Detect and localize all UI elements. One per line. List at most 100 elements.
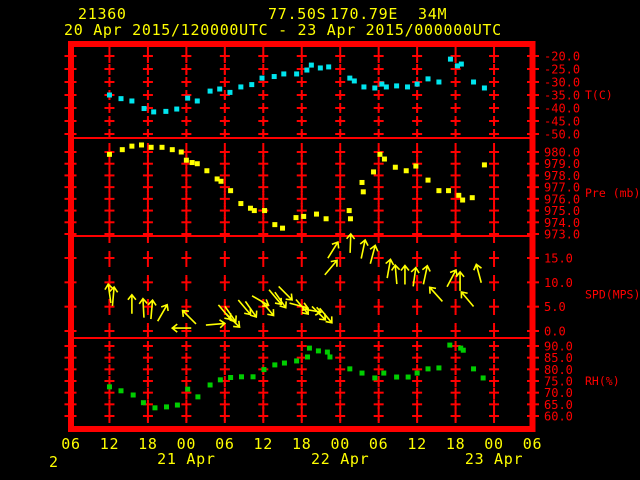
temperature-point — [185, 95, 191, 101]
relative_humidity-point — [480, 375, 486, 381]
panel-title: SPD(MPS) — [585, 288, 640, 302]
pressure-point — [469, 195, 475, 201]
wind-arrow — [311, 305, 327, 321]
wind-arrow — [260, 300, 275, 317]
temperature-point — [106, 92, 112, 98]
wind-arrow-glyph — [127, 293, 137, 314]
relative_humidity-point — [207, 382, 213, 388]
wind-arrow — [400, 264, 410, 285]
pressure-point — [119, 147, 125, 153]
pressure-point — [129, 143, 135, 149]
wind-arrow-glyph — [224, 305, 237, 323]
temperature-point — [304, 67, 310, 73]
relative_humidity-point — [130, 392, 136, 398]
relative_humidity-point — [347, 366, 353, 372]
wind-arrow — [410, 266, 420, 287]
relative_humidity-point — [261, 367, 267, 373]
wind-arrow-glyph — [455, 270, 465, 291]
relative_humidity-point — [460, 347, 466, 353]
wind-arrow — [359, 238, 369, 259]
relative_humidity-point — [324, 349, 330, 355]
ytick-label: 974.0 — [544, 216, 580, 230]
wind-arrow — [170, 323, 192, 333]
wind-arrow-glyph — [327, 241, 340, 259]
pressure-point — [456, 192, 462, 198]
pressure-point — [169, 147, 175, 153]
wind-arrow-glyph — [109, 285, 119, 306]
temperature-point — [271, 74, 277, 80]
temperature-point — [281, 71, 287, 77]
relative_humidity-point — [106, 384, 112, 390]
temperature-point — [118, 96, 124, 102]
temperature-series — [106, 56, 487, 115]
wind-arrow-glyph — [205, 319, 227, 329]
temperature-point — [471, 79, 477, 85]
wind-arrow — [455, 270, 465, 291]
pressure-series — [106, 142, 487, 231]
ytick-label: 979.0 — [544, 157, 580, 171]
temperature-point — [351, 78, 357, 84]
ytick-label: 10.0 — [544, 276, 573, 290]
temperature-point — [347, 75, 353, 81]
temperature-point — [238, 84, 244, 90]
relative_humidity-point — [305, 354, 311, 360]
temperature-point — [481, 85, 487, 91]
temperature-point — [259, 75, 265, 81]
wind-arrow — [251, 295, 270, 308]
wind-arrow-glyph — [170, 323, 192, 333]
temperature-point — [458, 61, 464, 67]
wind-arrow — [127, 293, 137, 314]
xtick-label: 06 — [523, 435, 542, 453]
pressure-point — [301, 213, 307, 219]
wind-arrow — [244, 300, 258, 319]
pressure-point — [247, 205, 253, 211]
temperature-point — [414, 81, 420, 87]
wind-arrow-glyph — [345, 232, 356, 253]
wind-arrow — [205, 319, 227, 329]
relative_humidity-point — [306, 345, 312, 351]
temperature-point — [372, 85, 378, 91]
ytick-label: 85.0 — [544, 351, 573, 365]
plot-border — [68, 41, 536, 432]
pressure-point — [436, 188, 442, 194]
pressure-point — [346, 208, 352, 214]
ytick-label: -35.0 — [544, 89, 580, 103]
relative_humidity-point — [250, 374, 256, 380]
relative_humidity-point — [217, 377, 223, 383]
date-label: 21 Apr — [157, 450, 215, 468]
pressure-point — [194, 161, 200, 167]
wind-arrow — [181, 309, 197, 325]
wind-arrow-glyph — [225, 313, 241, 329]
wind-arrow-glyph — [138, 297, 148, 318]
pressure-point — [204, 168, 210, 174]
wind-arrow-glyph — [428, 286, 443, 302]
temperature-point — [207, 88, 213, 94]
wind-arrow — [156, 303, 169, 322]
ytick-label: 80.0 — [544, 363, 573, 377]
pressure-point — [323, 216, 329, 222]
wind-arrow — [428, 286, 443, 302]
ytick-label: 975.0 — [544, 204, 580, 218]
relative_humidity-point — [164, 404, 170, 410]
pressure-point — [106, 151, 112, 157]
wind-arrow-glyph — [147, 298, 157, 320]
pressure-point — [178, 149, 184, 155]
relative_humidity-point — [471, 366, 477, 372]
ytick-label: 90.0 — [544, 340, 573, 354]
temperature-point — [394, 83, 400, 89]
station-longitude: 170.79E — [330, 5, 399, 23]
wind-arrow-glyph — [181, 309, 197, 325]
ytick-label: -25.0 — [544, 63, 580, 77]
xtick-label: 06 — [61, 435, 80, 453]
panel-title: RH(%) — [585, 374, 620, 388]
ytick-label: 70.0 — [544, 386, 573, 400]
relative_humidity-point — [436, 365, 442, 371]
wind-arrow — [324, 259, 338, 276]
relative_humidity-point — [394, 374, 400, 380]
relative_humidity-series — [106, 342, 486, 411]
date-label: 22 Apr — [311, 450, 369, 468]
wind-arrow-glyph — [278, 285, 293, 301]
relative_humidity-point — [185, 386, 191, 392]
